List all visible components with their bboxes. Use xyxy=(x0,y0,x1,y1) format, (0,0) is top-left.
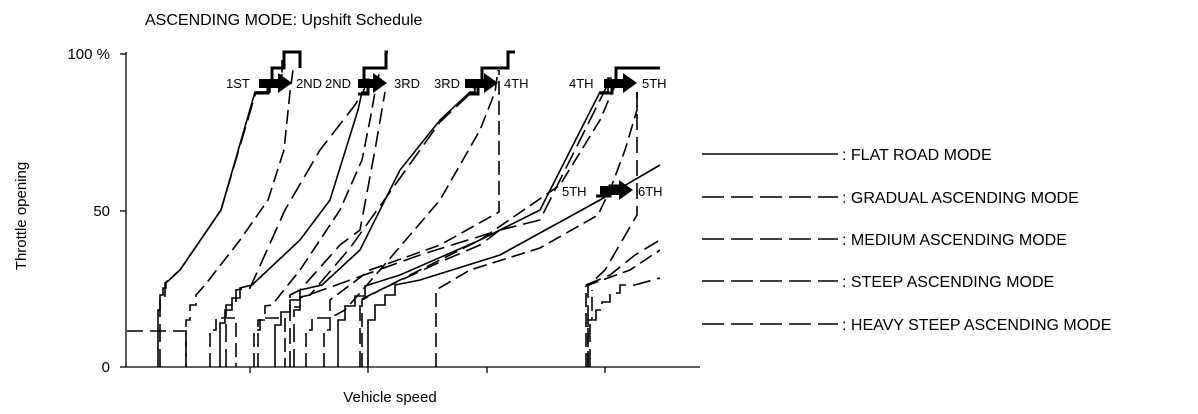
shift-arrow-2-3 xyxy=(358,73,387,93)
shift-label-3rd-b: 3RD xyxy=(434,76,460,91)
shift-label-4th-b: 4TH xyxy=(569,76,594,91)
shift-arrow-4-5 xyxy=(604,73,637,93)
shift-curves-1-2 xyxy=(127,50,302,367)
shift-label-3rd-a: 3RD xyxy=(394,76,420,91)
y-axis-label: Throttle opening xyxy=(13,162,30,270)
legend-label-steep: : STEEP ASCENDING MODE xyxy=(842,274,1054,291)
heavy-curve-3-4 xyxy=(359,229,501,367)
legend-item-steep: : STEEP ASCENDING MODE xyxy=(702,274,1054,291)
shift-label-4th-a: 4TH xyxy=(504,76,529,91)
heavy-curve-2-3 xyxy=(289,91,386,367)
y-tick-0: 0 xyxy=(102,359,110,376)
medium-curve-4-5 xyxy=(361,79,619,367)
shift-label-2nd-b: 2ND xyxy=(325,76,351,91)
shift-label-5th-b: 5TH xyxy=(562,184,587,199)
shift-curves-5-6 xyxy=(367,164,661,367)
axes xyxy=(120,52,700,373)
shift-label-5th-a: 5TH xyxy=(642,76,667,91)
shift-arrow-1-2 xyxy=(259,73,292,93)
x-axis-label: Vehicle speed xyxy=(343,389,436,406)
steep-curve-4-5 xyxy=(435,92,638,367)
legend: : FLAT ROAD MODE : GRADUAL ASCENDING MOD… xyxy=(702,147,1111,334)
upshift-step-3-4 xyxy=(468,50,515,96)
steep-curve-5-6 xyxy=(587,290,593,367)
flat-curve-4-5 xyxy=(337,77,612,367)
shift-arrows xyxy=(259,73,637,200)
legend-label-heavy-steep: : HEAVY STEEP ASCENDING MODE xyxy=(842,317,1111,334)
gradual-curve-3-4 xyxy=(293,79,481,367)
medium-curve-3-4 xyxy=(323,69,499,367)
legend-item-medium: : MEDIUM ASCENDING MODE xyxy=(702,232,1067,249)
shift-label-6th: 6TH xyxy=(638,184,663,199)
y-tick-50: 50 xyxy=(93,203,110,220)
legend-item-flat: : FLAT ROAD MODE xyxy=(702,147,992,164)
medium-curve-1-2 xyxy=(185,69,294,367)
gradual-curve-2-3 xyxy=(225,79,369,367)
legend-item-heavy-steep: : HEAVY STEEP ASCENDING MODE xyxy=(702,317,1111,334)
medium-curve-5-6 xyxy=(585,249,661,367)
legend-label-gradual: : GRADUAL ASCENDING MODE xyxy=(842,190,1079,207)
shift-curves-2-3 xyxy=(219,50,388,367)
steep-curve-2-3 xyxy=(253,317,286,367)
gradual-curve-5-6 xyxy=(589,277,661,367)
shift-label-2nd-a: 2ND xyxy=(296,76,322,91)
y-tick-100: 100 % xyxy=(67,46,110,63)
flat-curve-3-4 xyxy=(274,81,480,367)
steep-curve-3-4 xyxy=(305,70,500,367)
shift-label-1st: 1ST xyxy=(226,76,250,91)
legend-item-gradual: : GRADUAL ASCENDING MODE xyxy=(702,190,1079,207)
flat-curve-5-6 xyxy=(367,164,661,367)
steep-curve-1-2 xyxy=(209,317,237,367)
heavy-curve-5-6 xyxy=(585,239,661,286)
heavy-curve-4-5 xyxy=(587,92,638,367)
upshift-step-2-3 xyxy=(358,50,388,96)
shift-curves-3-4 xyxy=(274,50,515,367)
shift-arrow-3-4 xyxy=(465,73,498,93)
gradual-curve-1-2 xyxy=(159,60,283,367)
legend-label-flat: : FLAT ROAD MODE xyxy=(842,147,992,164)
shift-labels: 1ST 2ND 2ND 3RD 3RD 4TH 4TH 5TH 5TH 6TH xyxy=(226,76,667,199)
heavy-curve-1-2 xyxy=(127,330,187,367)
gradual-curve-4-5 xyxy=(294,79,611,308)
diagram-title: ASCENDING MODE: Upshift Schedule xyxy=(145,12,423,29)
flat-curve-2-3 xyxy=(219,79,372,367)
legend-label-medium: : MEDIUM ASCENDING MODE xyxy=(842,232,1067,249)
shift-arrow-5-6 xyxy=(600,180,633,200)
medium-curve-2-3 xyxy=(257,69,381,367)
